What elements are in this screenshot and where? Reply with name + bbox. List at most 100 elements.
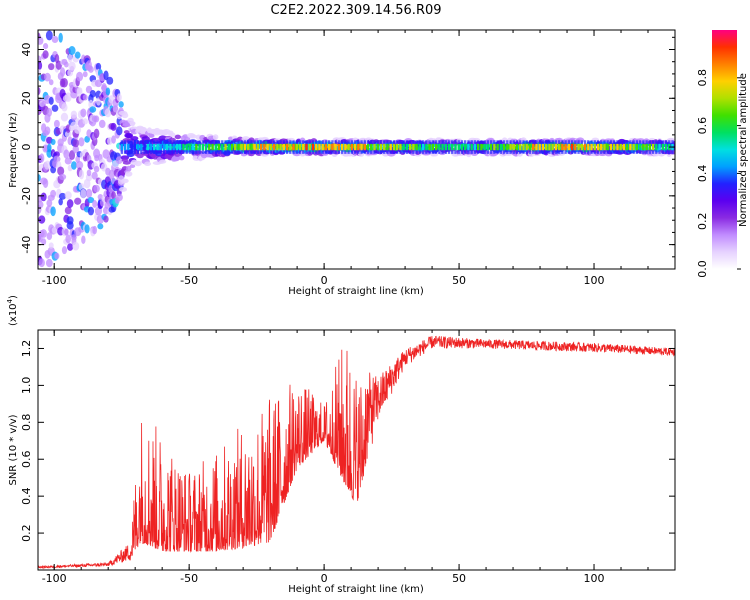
- heatmap-band-core: [648, 143, 652, 151]
- heatmap-cell: [107, 137, 113, 145]
- x-tick-label: -50: [180, 274, 198, 287]
- heatmap-cell: [112, 105, 119, 113]
- heatmap-cell: [178, 155, 185, 161]
- heatmap-cell: [93, 165, 100, 173]
- heatmap-band-core: [619, 143, 622, 151]
- heatmap-cell: [106, 76, 114, 85]
- heatmap-cell: [120, 155, 130, 160]
- heatmap-cell: [102, 149, 110, 159]
- heatmap-band-core: [661, 143, 664, 151]
- heatmap-band-core: [593, 143, 596, 151]
- heatmap-band-core: [434, 143, 438, 151]
- x-tick-label: 100: [584, 274, 605, 287]
- heatmap-band-core: [159, 143, 162, 151]
- heatmap-band-core: [149, 143, 153, 151]
- heatmap-band-core: [486, 143, 490, 151]
- snr-x-ticks: -100 -50 0 50 100: [42, 330, 676, 585]
- heatmap-band-core: [214, 143, 218, 151]
- heatmap-cell: [89, 106, 97, 113]
- heatmap-cell: [76, 71, 84, 82]
- heatmap-band-core: [259, 143, 263, 151]
- heatmap-band-core: [528, 143, 532, 151]
- heatmap-band-core: [120, 143, 124, 151]
- heatmap-band-core: [535, 143, 538, 151]
- heatmap-band-core: [506, 143, 509, 151]
- heatmap-cell: [66, 199, 74, 208]
- heatmap-cell: [53, 119, 60, 129]
- heatmap-band-core: [204, 143, 208, 151]
- x-tick-label: 0: [321, 274, 328, 287]
- heatmap-cell: [75, 160, 84, 170]
- colorbar-tick-label: 0.2: [696, 212, 709, 230]
- heatmap-band-core: [357, 143, 360, 151]
- colorbar-ticks: 0.0 0.2 0.4 0.6 0.8: [696, 69, 741, 278]
- heatmap-band-core: [315, 143, 318, 151]
- heatmap-cell: [38, 86, 41, 96]
- y-tick-label: -40: [20, 236, 33, 254]
- heatmap-band-core: [638, 143, 642, 151]
- heatmap-band-core: [221, 143, 224, 151]
- heatmap-cell: [93, 115, 100, 123]
- heatmap-cell: [124, 171, 133, 177]
- heatmap-band-core: [655, 143, 658, 151]
- heatmap-band-core: [561, 143, 564, 151]
- x-tick-label: -100: [42, 274, 67, 287]
- heatmap-band-core: [340, 143, 344, 151]
- heatmap-band-core: [457, 143, 460, 151]
- heatmap-band-core: [444, 143, 447, 151]
- heatmap-cell: [60, 67, 66, 77]
- heatmap-cell: [68, 46, 76, 55]
- heatmap-cell: [40, 192, 47, 202]
- heatmap-cell: [38, 215, 46, 224]
- heatmap-band-core: [570, 143, 574, 151]
- heatmap-band-core: [421, 143, 425, 151]
- heatmap-cell: [68, 61, 76, 71]
- heatmap-cell: [116, 93, 122, 102]
- heatmap-cell: [65, 234, 72, 244]
- heatmap-cell: [64, 92, 72, 103]
- heatmap-band-core: [392, 143, 396, 151]
- heatmap-cell: [64, 130, 72, 138]
- heatmap-band-core: [402, 143, 405, 151]
- x-tick-label: -100: [42, 572, 67, 585]
- y-tick-label: 0.6: [20, 450, 33, 468]
- heatmap-band-core: [136, 143, 140, 151]
- heatmap-band-core: [464, 143, 467, 151]
- heatmap-band-core: [169, 143, 172, 151]
- heatmap-band-core: [386, 143, 389, 151]
- heatmap-cell: [74, 197, 82, 205]
- heatmap-cell: [95, 62, 102, 71]
- y-tick-label: -20: [20, 187, 33, 205]
- heatmap-cell: [111, 191, 116, 200]
- x-tick-label: 50: [452, 572, 466, 585]
- snr-panel: -100 -50 0 50 100 0.2 0.4 0.6 0.8 1.0 1.2 Height …: [6, 295, 676, 595]
- heatmap-cell: [63, 61, 69, 68]
- heatmap-band-core: [360, 143, 363, 151]
- heatmap-band-core: [331, 143, 334, 151]
- heatmap-band-core: [327, 143, 331, 151]
- snr-series-line: [38, 335, 675, 570]
- heatmap-band-core: [590, 143, 593, 151]
- heatmap-band-core: [285, 143, 289, 151]
- heatmap-cell: [46, 108, 53, 117]
- heatmap-band-core: [548, 143, 551, 151]
- heatmap-band-core: [515, 143, 519, 151]
- heatmap-band-core: [441, 143, 444, 151]
- heatmap-band-core: [347, 143, 350, 151]
- heatmap-cell: [66, 221, 74, 230]
- heatmap-band-core: [234, 143, 237, 151]
- heatmap-band-core: [493, 143, 496, 151]
- heatmap-cell: [74, 51, 81, 59]
- heatmap-cell: [48, 79, 54, 86]
- colorbar-tick-label: 0.6: [696, 117, 709, 135]
- heatmap-band-core: [395, 143, 399, 151]
- heatmap-cell: [129, 121, 135, 127]
- heatmap-band-core: [195, 143, 198, 151]
- colorbar-gradient: [712, 30, 737, 269]
- y-tick-label: 20: [20, 91, 33, 105]
- heatmap-band-core: [172, 143, 175, 151]
- heatmap-band-core: [499, 143, 503, 151]
- heatmap-band-core: [166, 143, 169, 151]
- heatmap-band-core: [454, 143, 457, 151]
- heatmap-band-core: [318, 143, 321, 151]
